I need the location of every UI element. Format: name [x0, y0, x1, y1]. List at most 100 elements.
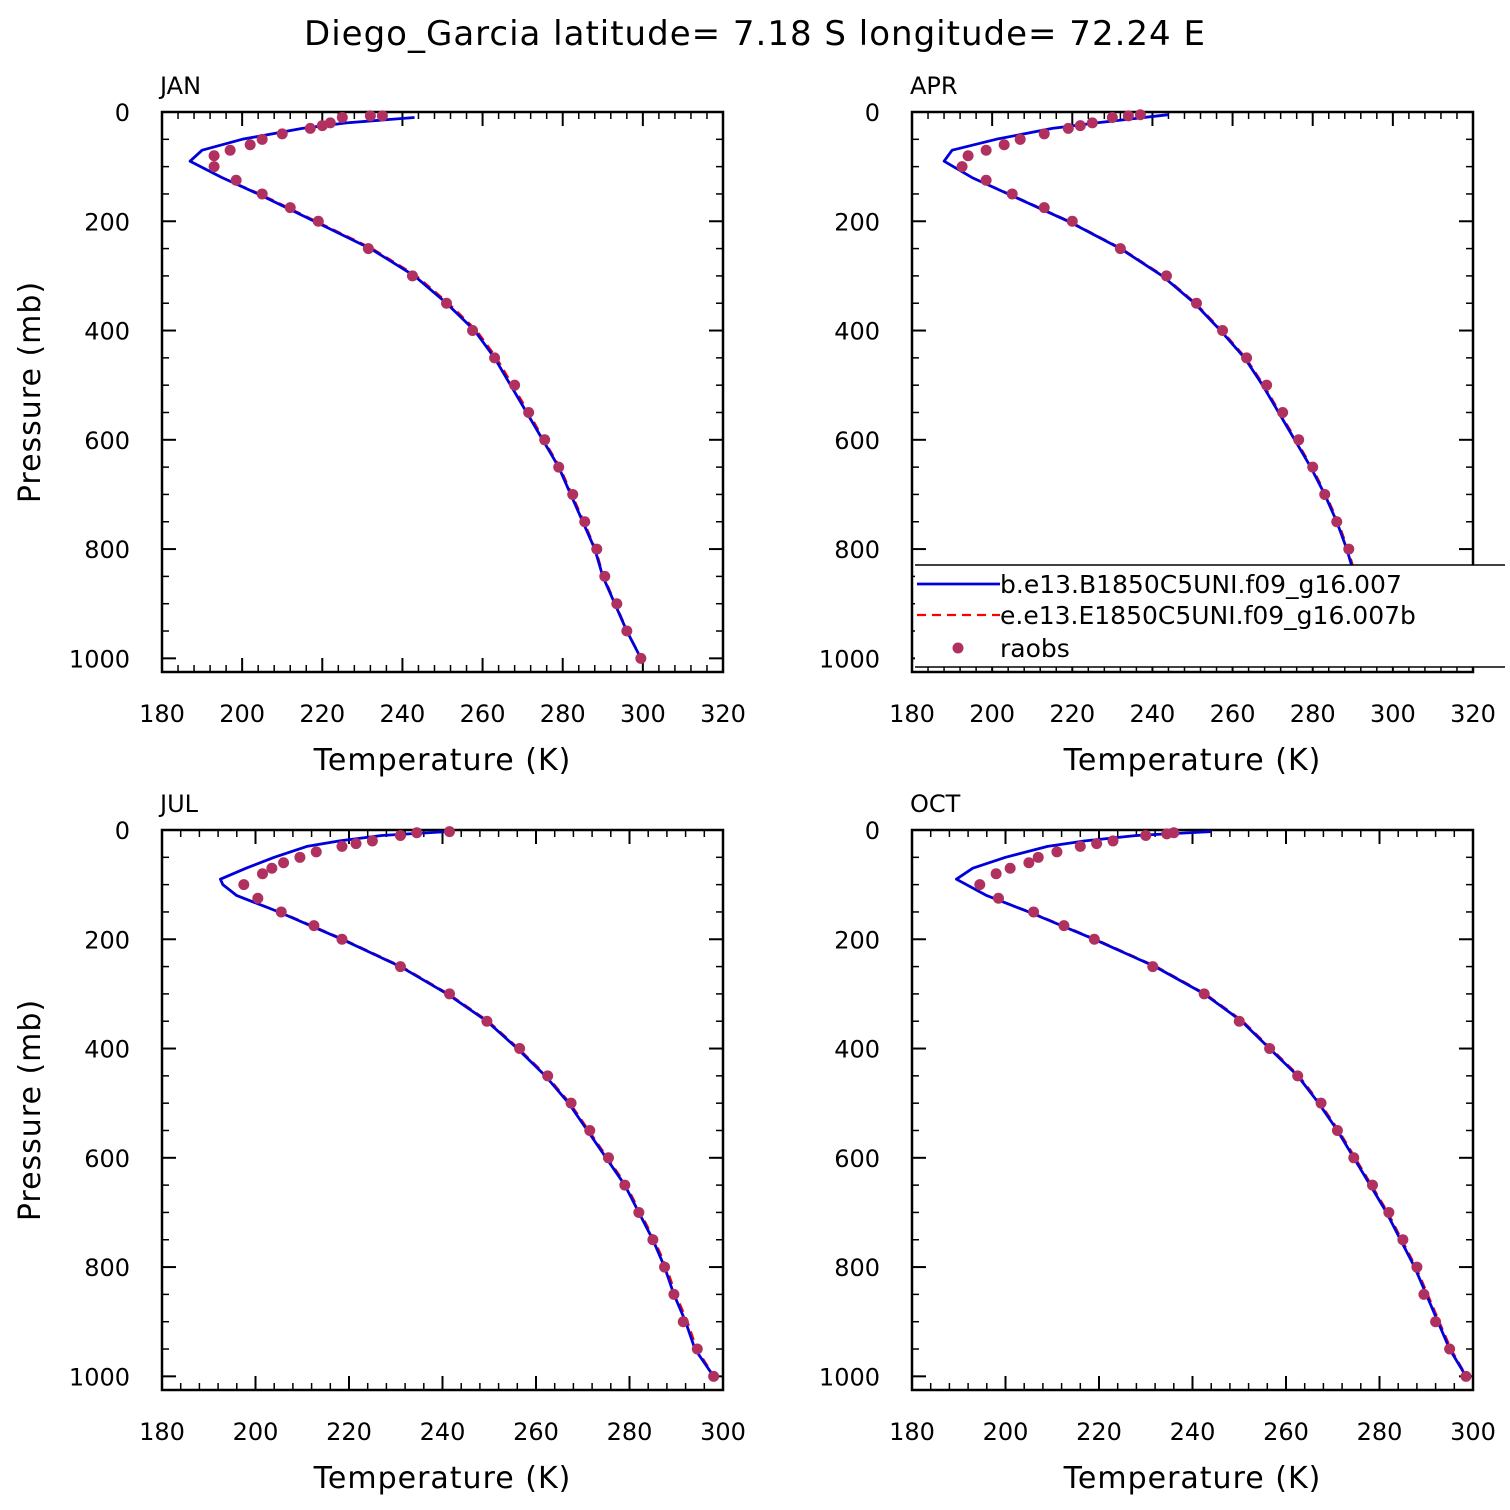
raobs-point — [523, 406, 535, 418]
raobs-point — [244, 139, 256, 151]
y-tick-label: 600 — [84, 427, 130, 455]
raobs-point — [584, 1124, 596, 1136]
figure-title: Diego_Garcia latitude= 7.18 S longitude=… — [304, 14, 1206, 54]
raobs-point — [1106, 111, 1118, 123]
panel-jul: JUL 180 200 220 240 260 280 300 0 200 400 600 800 100… — [13, 790, 746, 1496]
raobs-point — [708, 1370, 720, 1382]
y-axis-label: Pressure (mb) — [13, 999, 48, 1221]
raobs-point — [394, 829, 406, 841]
raobs-point — [350, 838, 362, 850]
panel-label: JAN — [158, 72, 201, 100]
raobs-point — [444, 988, 456, 1000]
raobs-point — [1014, 133, 1026, 145]
raobs-point — [1091, 838, 1103, 850]
x-tick-label: 260 — [460, 700, 506, 728]
raobs-point — [1292, 1070, 1304, 1082]
raobs-point — [1264, 1043, 1276, 1055]
raobs-point — [276, 128, 288, 140]
raobs-point — [208, 150, 220, 162]
raobs-point — [980, 144, 992, 156]
panel-label: JUL — [158, 790, 199, 818]
raobs-point — [1460, 1370, 1472, 1382]
y-tick-label: 400 — [834, 318, 880, 346]
raobs-point — [1233, 1015, 1245, 1027]
raobs-point — [1397, 1234, 1409, 1246]
raobs-point — [1160, 270, 1172, 282]
raobs-point — [1430, 1316, 1442, 1328]
raobs-point — [1307, 461, 1319, 473]
x-tick-label: 280 — [540, 700, 586, 728]
raobs-point — [489, 352, 501, 364]
x-tick-label: 200 — [983, 1418, 1029, 1446]
raobs-point — [1315, 1097, 1327, 1109]
x-tick-label: 180 — [889, 700, 935, 728]
raobs-point — [406, 270, 418, 282]
y-tick-label: 400 — [84, 1036, 130, 1064]
raobs-point — [990, 868, 1002, 880]
raobs-point — [364, 110, 376, 122]
raobs-point — [1418, 1288, 1430, 1300]
x-tick-label: 240 — [1130, 700, 1176, 728]
raobs-point — [659, 1261, 671, 1273]
raobs-point — [304, 122, 316, 134]
raobs-point — [366, 835, 378, 847]
x-tick-label: 180 — [139, 1418, 185, 1446]
plot-frame — [160, 110, 725, 674]
y-tick-label: 600 — [834, 1145, 880, 1173]
raobs-point — [602, 1152, 614, 1164]
legend-label: b.e13.B1850C5UNI.f09_g16.007 — [1000, 570, 1402, 599]
raobs-point — [1086, 117, 1098, 129]
x-tick-label: 260 — [1263, 1418, 1309, 1446]
raobs-point — [394, 961, 406, 973]
x-tick-label: 200 — [233, 1418, 279, 1446]
model-e-line — [189, 116, 643, 659]
x-tick-label: 280 — [1357, 1418, 1403, 1446]
y-tick-label: 800 — [84, 1254, 130, 1282]
raobs-point — [542, 1070, 554, 1082]
x-tick-label: 300 — [1450, 1418, 1496, 1446]
raobs-point — [1088, 933, 1100, 945]
raobs-point — [266, 862, 278, 874]
raobs-point — [481, 1015, 493, 1027]
raobs-point — [1444, 1343, 1456, 1355]
raobs-point — [1114, 243, 1126, 255]
raobs-point — [1038, 202, 1050, 214]
y-tick-label: 600 — [834, 427, 880, 455]
x-tick-label: 220 — [326, 1418, 372, 1446]
x-tick-label: 300 — [700, 1418, 746, 1446]
raobs-point — [565, 1097, 577, 1109]
raobs-point — [1331, 1124, 1343, 1136]
y-tick-label: 0 — [115, 99, 130, 127]
raobs-point — [278, 857, 290, 869]
x-tick-label: 260 — [513, 1418, 559, 1446]
x-tick-label: 220 — [1049, 700, 1095, 728]
raobs-point — [1051, 846, 1063, 858]
raobs-point — [599, 570, 611, 582]
legend-swatch-raobs — [952, 642, 964, 654]
raobs-point — [1348, 1152, 1360, 1164]
x-tick-label: 220 — [299, 700, 345, 728]
raobs-point — [591, 543, 603, 555]
raobs-point — [579, 516, 591, 528]
raobs-point — [1343, 543, 1355, 555]
legend-label: e.e13.E1850C5UNI.f09_g16.007b — [1000, 601, 1416, 630]
raobs-point — [275, 906, 287, 918]
raobs-point — [691, 1343, 703, 1355]
x-tick-label: 200 — [219, 700, 265, 728]
y-tick-label: 1000 — [69, 645, 130, 673]
y-tick-label: 0 — [115, 817, 130, 845]
raobs-point — [509, 379, 521, 391]
raobs-point — [316, 120, 328, 132]
raobs-point — [611, 598, 623, 610]
raobs-point — [252, 892, 264, 904]
raobs-point — [956, 161, 968, 173]
raobs-point — [1066, 215, 1078, 227]
x-tick-label: 260 — [1210, 700, 1256, 728]
raobs-point — [567, 488, 579, 500]
y-tick-label: 400 — [834, 1036, 880, 1064]
raobs-point — [411, 827, 423, 839]
raobs-point — [257, 868, 269, 880]
raobs-point — [1006, 188, 1018, 200]
raobs-point — [467, 325, 479, 337]
x-tick-label: 320 — [700, 700, 746, 728]
